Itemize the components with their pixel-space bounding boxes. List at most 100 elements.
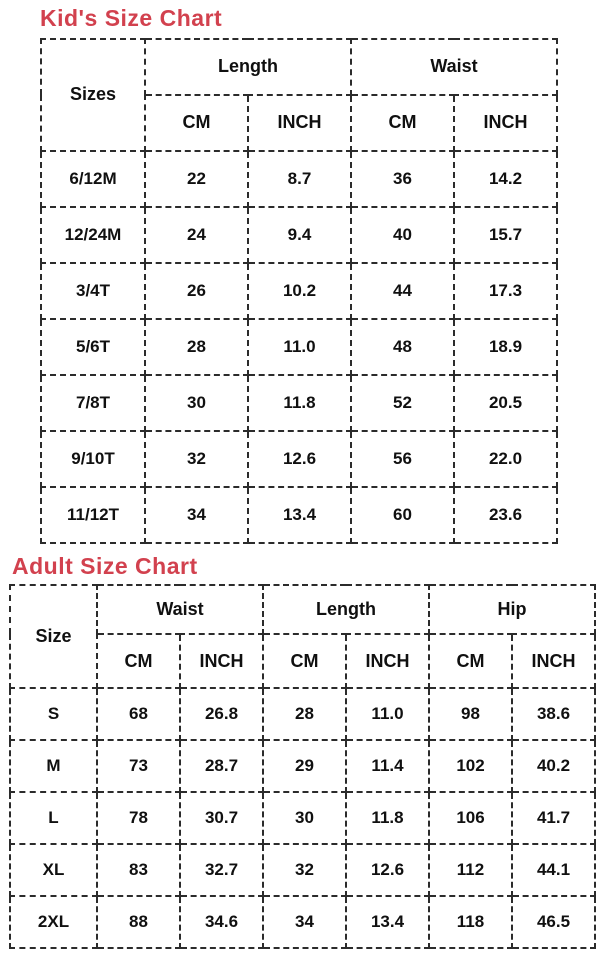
size-cell: 9/10T	[40, 429, 146, 488]
value-cell: 106	[428, 791, 513, 846]
value-cell: 11.8	[345, 791, 430, 846]
value-cell: 30.7	[179, 791, 264, 846]
kids-chart-title: Kid's Size Chart	[40, 5, 223, 31]
value-cell: 118	[428, 895, 513, 950]
size-cell: M	[9, 739, 98, 794]
table-row: 12/24M 24 9.4 40 15.7	[40, 205, 558, 264]
value-cell: 10.2	[247, 261, 352, 320]
value-cell: 112	[428, 843, 513, 898]
kids-size-table: Sizes Length Waist CM INCH CM INCH 6/12M…	[40, 37, 558, 544]
kids-unit-header-length-inch: INCH	[247, 93, 352, 152]
table-row: 9/10T 32 12.6 56 22.0	[40, 429, 558, 488]
table-row: S 68 26.8 28 11.0 98 38.6	[9, 687, 596, 742]
value-cell: 11.8	[247, 373, 352, 432]
value-cell: 22.0	[453, 429, 558, 488]
adult-unit-header-waist-inch: INCH	[179, 633, 264, 690]
value-cell: 11.0	[345, 687, 430, 742]
value-cell: 28.7	[179, 739, 264, 794]
value-cell: 32	[144, 429, 249, 488]
kids-unit-header-length-cm: CM	[144, 93, 249, 152]
value-cell: 32	[262, 843, 347, 898]
adult-chart-title: Adult Size Chart	[12, 552, 198, 579]
value-cell: 24	[144, 205, 249, 264]
table-row: 5/6T 28 11.0 48 18.9	[40, 317, 558, 376]
value-cell: 38.6	[511, 687, 596, 742]
kids-unit-header-waist-inch: INCH	[453, 93, 558, 152]
value-cell: 18.9	[453, 317, 558, 376]
value-cell: 44.1	[511, 843, 596, 898]
value-cell: 34	[144, 485, 249, 544]
value-cell: 98	[428, 687, 513, 742]
adult-group-header-hip: Hip	[428, 584, 596, 636]
value-cell: 52	[350, 373, 455, 432]
size-cell: 11/12T	[40, 485, 146, 544]
value-cell: 48	[350, 317, 455, 376]
adult-unit-header-hip-inch: INCH	[511, 633, 596, 690]
table-row: 11/12T 34 13.4 60 23.6	[40, 485, 558, 544]
kids-group-header-waist: Waist	[350, 37, 558, 96]
table-row: 2XL 88 34.6 34 13.4 118 46.5	[9, 895, 596, 950]
value-cell: 46.5	[511, 895, 596, 950]
kids-corner-header: Sizes	[40, 37, 146, 152]
size-cell: 5/6T	[40, 317, 146, 376]
value-cell: 14.2	[453, 149, 558, 208]
kids-header-group-row: Sizes Length Waist	[40, 37, 558, 152]
value-cell: 20.5	[453, 373, 558, 432]
size-cell: 2XL	[9, 895, 98, 950]
value-cell: 78	[96, 791, 181, 846]
value-cell: 34.6	[179, 895, 264, 950]
adult-unit-header-length-cm: CM	[262, 633, 347, 690]
size-cell: 12/24M	[40, 205, 146, 264]
adult-header-group-row: Size Waist Length Hip	[9, 584, 596, 690]
value-cell: 29	[262, 739, 347, 794]
value-cell: 26	[144, 261, 249, 320]
value-cell: 11.0	[247, 317, 352, 376]
value-cell: 30	[144, 373, 249, 432]
value-cell: 32.7	[179, 843, 264, 898]
kids-group-header-length: Length	[144, 37, 352, 96]
value-cell: 83	[96, 843, 181, 898]
value-cell: 28	[144, 317, 249, 376]
value-cell: 88	[96, 895, 181, 950]
value-cell: 56	[350, 429, 455, 488]
value-cell: 8.7	[247, 149, 352, 208]
adult-group-header-length: Length	[262, 584, 430, 636]
size-cell: XL	[9, 843, 98, 898]
table-row: M 73 28.7 29 11.4 102 40.2	[9, 739, 596, 794]
value-cell: 41.7	[511, 791, 596, 846]
value-cell: 36	[350, 149, 455, 208]
value-cell: 26.8	[179, 687, 264, 742]
adult-size-chart-section: Adult Size Chart Size Waist Length Hip C…	[0, 544, 605, 950]
value-cell: 12.6	[345, 843, 430, 898]
table-row: 3/4T 26 10.2 44 17.3	[40, 261, 558, 320]
value-cell: 23.6	[453, 485, 558, 544]
value-cell: 9.4	[247, 205, 352, 264]
table-row: 6/12M 22 8.7 36 14.2	[40, 149, 558, 208]
value-cell: 13.4	[345, 895, 430, 950]
table-row: L 78 30.7 30 11.8 106 41.7	[9, 791, 596, 846]
size-cell: 6/12M	[40, 149, 146, 208]
kids-size-chart-section: Kid's Size Chart Sizes Length Waist CM I…	[40, 5, 558, 544]
size-cell: S	[9, 687, 98, 742]
table-row: 7/8T 30 11.8 52 20.5	[40, 373, 558, 432]
value-cell: 34	[262, 895, 347, 950]
value-cell: 73	[96, 739, 181, 794]
size-cell: 7/8T	[40, 373, 146, 432]
value-cell: 15.7	[453, 205, 558, 264]
adult-corner-header: Size	[9, 584, 98, 690]
adult-unit-header-waist-cm: CM	[96, 633, 181, 690]
table-row: XL 83 32.7 32 12.6 112 44.1	[9, 843, 596, 898]
adult-size-table: Size Waist Length Hip CM INCH CM INCH CM…	[9, 584, 596, 950]
kids-header-unit-row: CM INCH CM INCH	[41, 93, 558, 152]
value-cell: 44	[350, 261, 455, 320]
size-cell: L	[9, 791, 98, 846]
value-cell: 60	[350, 485, 455, 544]
value-cell: 13.4	[247, 485, 352, 544]
adult-group-header-waist: Waist	[96, 584, 264, 636]
value-cell: 40	[350, 205, 455, 264]
value-cell: 22	[144, 149, 249, 208]
adult-header-unit-row: CM INCH CM INCH CM INCH	[10, 633, 596, 690]
value-cell: 12.6	[247, 429, 352, 488]
size-cell: 3/4T	[40, 261, 146, 320]
